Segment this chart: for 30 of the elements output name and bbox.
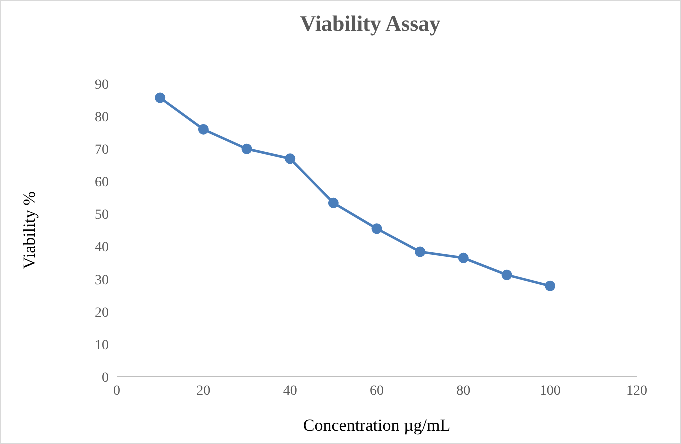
y-tick-label: 50 [95, 208, 109, 224]
y-tick-label: 60 [95, 176, 109, 191]
x-tick-label: 0 [114, 384, 120, 399]
y-tick-label: 0 [102, 370, 109, 386]
x-tick-label: 120 [626, 384, 648, 399]
chart-title: Viability Assay [299, 11, 442, 37]
y-tick-label: 40 [95, 240, 109, 256]
point [328, 198, 339, 208]
point [242, 144, 252, 154]
point [372, 224, 382, 234]
x-tick-label: 60 [370, 384, 384, 399]
x-tick-label: 80 [456, 384, 471, 399]
point [545, 280, 556, 292]
y-tick-label: 70 [95, 143, 109, 158]
y-tick-label: 90 [95, 78, 109, 93]
y-tick-label: 80 [95, 110, 109, 126]
y-axis-title: Viability % [20, 192, 40, 270]
x-tick-label: 40 [283, 384, 298, 399]
point [458, 252, 469, 264]
point [415, 246, 426, 258]
y-tick-label: 30 [95, 273, 109, 288]
point [285, 154, 296, 164]
x-tick-label: 20 [196, 384, 211, 399]
x-tick-label: 100 [540, 384, 561, 399]
point [502, 270, 512, 280]
y-tick-label: 10 [95, 338, 109, 354]
x-axis-title: Concentration µg/mL [303, 416, 451, 435]
y-tick-label: 20 [95, 306, 109, 321]
point [155, 92, 166, 104]
point [198, 124, 209, 135]
